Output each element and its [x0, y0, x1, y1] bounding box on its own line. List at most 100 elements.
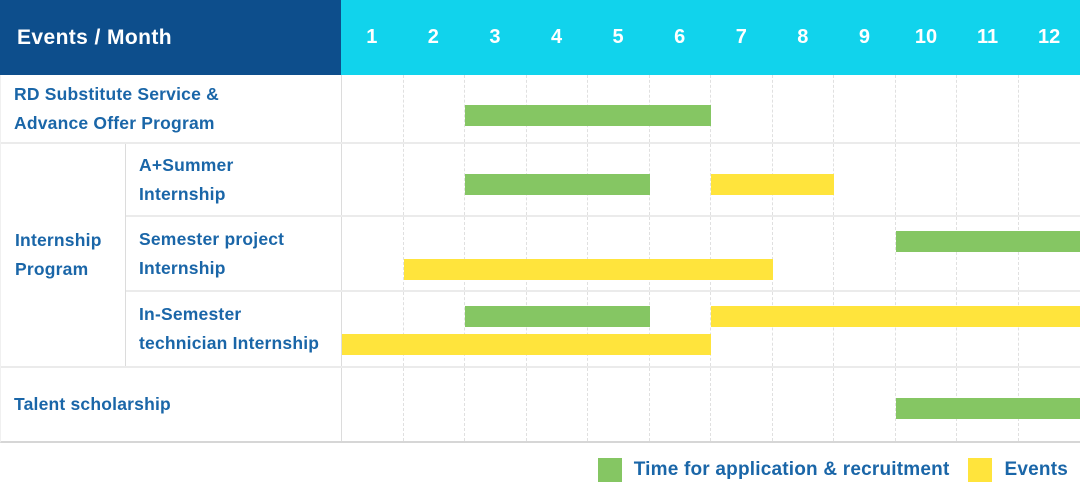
month-grid-column — [834, 75, 896, 142]
month-grid-column — [1019, 292, 1080, 366]
month-grid-column — [773, 368, 834, 441]
month-grid-column — [896, 75, 957, 142]
row-label-line: In-Semester — [139, 304, 242, 324]
month-grid-column — [957, 75, 1019, 142]
month-header-5: 5 — [612, 26, 624, 48]
row-label-cell: Semester project Internship — [126, 217, 342, 290]
row-talent-scholarship: Talent scholarship — [1, 368, 1080, 441]
row-label-line: A+Summer — [139, 154, 234, 175]
application-bar — [895, 398, 1080, 419]
application-bar — [465, 105, 711, 126]
month-grid-column — [834, 368, 896, 441]
month-grid-column — [896, 217, 957, 290]
month-grid-column — [957, 292, 1019, 366]
month-grid-column — [896, 292, 957, 366]
month-header-11: 11 — [976, 26, 999, 48]
month-grid-column — [650, 292, 711, 366]
events-month-label: Events / Month — [17, 25, 172, 49]
row-label-line: Semester project — [139, 228, 285, 249]
event-bar — [342, 334, 711, 355]
legend-label: Events — [1004, 458, 1068, 480]
events-month-header-cell: Events / Month — [0, 0, 341, 75]
month-grid-column — [650, 217, 711, 290]
row-label-line: Internship — [139, 183, 226, 204]
month-grid-column — [342, 75, 404, 142]
month-header-2: 2 — [427, 26, 439, 48]
legend-item-events: Events — [968, 457, 1068, 482]
group-subrows: A+Summer Internship Semester project Int… — [126, 144, 1080, 366]
month-grid-column — [342, 144, 404, 215]
month-grid-column — [896, 144, 957, 215]
month-grid-column — [711, 75, 773, 142]
month-header-3: 3 — [489, 26, 501, 48]
green-swatch-icon — [597, 457, 622, 482]
month-grid-column — [711, 368, 773, 441]
month-header-12: 12 — [1038, 26, 1061, 48]
month-header-7: 7 — [735, 26, 747, 48]
month-grid-column — [404, 292, 465, 366]
month-axis-header: 1 2 3 4 5 6 7 8 9 10 11 12 — [341, 0, 1080, 75]
event-bar — [711, 306, 1080, 327]
month-grid-column — [404, 75, 465, 142]
row-timeline — [342, 75, 1080, 142]
row-label-cell: In-Semester technician Internship — [126, 292, 342, 366]
month-grid-column — [650, 144, 711, 215]
month-grid-column — [342, 368, 404, 441]
month-grid-column — [527, 292, 588, 366]
row-timeline — [342, 292, 1080, 366]
month-grid-column — [527, 368, 588, 441]
application-bar — [465, 306, 650, 327]
row-label-line: Internship — [139, 257, 226, 278]
legend: Time for application & recruitment Event… — [0, 443, 1080, 494]
group-internship-program: Internship Program A+Summer Internship S… — [1, 144, 1080, 368]
month-grid-column — [773, 75, 834, 142]
application-bar — [465, 174, 650, 195]
month-header-10: 10 — [914, 26, 938, 48]
month-grid-column — [404, 144, 465, 215]
legend-item-application: Time for application & recruitment — [597, 457, 950, 482]
month-grid-column — [773, 217, 834, 290]
month-grid-column — [465, 217, 527, 290]
row-timeline — [342, 368, 1080, 441]
month-grid-column — [650, 368, 711, 441]
month-grid-column — [465, 292, 527, 366]
row-rd-substitute-service: RD Substitute Service & Advance Offer Pr… — [1, 75, 1080, 144]
month-grid-column — [404, 368, 465, 441]
month-grid-column — [404, 217, 465, 290]
row-a-summer-internship: A+Summer Internship — [126, 144, 1080, 217]
month-header-6: 6 — [674, 26, 686, 48]
event-bar — [711, 174, 834, 195]
month-grid-column — [1019, 217, 1080, 290]
table-body: RD Substitute Service & Advance Offer Pr… — [0, 75, 1080, 443]
row-semester-project-internship: Semester project Internship — [126, 217, 1080, 292]
row-timeline — [342, 144, 1080, 215]
month-grid-column — [957, 144, 1019, 215]
row-label-cell: A+Summer Internship — [126, 144, 342, 215]
month-grid-column — [773, 292, 834, 366]
row-in-semester-technician-internship: In-Semester technician Internship — [126, 292, 1080, 366]
month-grid-column — [834, 292, 896, 366]
month-grid-column — [465, 368, 527, 441]
month-grid-column — [711, 292, 773, 366]
application-bar — [895, 231, 1080, 252]
month-grid-column — [527, 217, 588, 290]
month-grid-column — [342, 292, 404, 366]
yellow-swatch-icon — [968, 457, 993, 482]
row-timeline — [342, 217, 1080, 290]
group-label-line: Internship — [15, 230, 102, 250]
month-header-4: 4 — [550, 26, 563, 48]
group-label-line: Program — [15, 259, 89, 279]
table-header-row: Events / Month 1 2 3 4 5 6 7 8 9 10 11 12 — [0, 0, 1080, 75]
row-label-line: Advance Offer Program — [14, 112, 215, 133]
month-grid-column — [588, 368, 650, 441]
month-grid-column — [834, 144, 896, 215]
month-grid-column — [711, 217, 773, 290]
month-grid-column — [834, 217, 896, 290]
event-bar — [403, 259, 773, 280]
month-grid-column — [957, 217, 1019, 290]
row-label-line: Talent scholarship — [14, 394, 171, 414]
group-label-cell: Internship Program — [1, 144, 126, 366]
month-header-9: 9 — [858, 26, 870, 48]
month-grid-column — [588, 292, 650, 366]
